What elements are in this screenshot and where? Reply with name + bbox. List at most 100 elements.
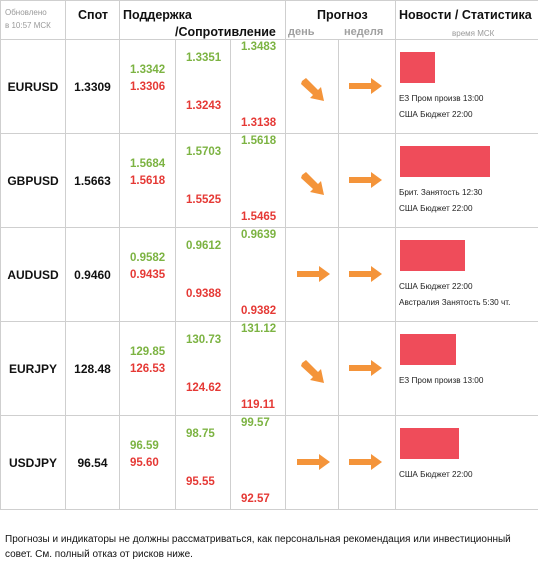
support-level-3: 99.57 [241, 417, 270, 429]
levels-separator [230, 228, 231, 321]
news-cell: Брит. Занятость 12:30 США Бюджет 22:00 [395, 133, 538, 228]
news-item[interactable]: США Бюджет 22:00 [399, 282, 473, 291]
news-cell: ЕЗ Пром произв 13:00 США Бюджет 22:00 [395, 39, 538, 134]
resistance-level-2: 124.62 [186, 382, 222, 394]
updated-time: в 10:57 МСК [5, 21, 51, 30]
resistance-level-2: 1.5525 [186, 194, 222, 206]
spot-value: 1.3309 [74, 80, 111, 94]
resistance-level-3: 1.3138 [241, 117, 277, 129]
arrow-right-icon [349, 77, 383, 100]
arrow-right-icon [349, 453, 383, 476]
support-level-2: 0.9612 [186, 240, 222, 252]
levels-separator [175, 40, 176, 133]
support-level-1: 96.59 [130, 440, 159, 452]
forecast-week-header: неделя [344, 26, 384, 38]
news-cell: США Бюджет 22:00 [395, 415, 538, 510]
levels-cell: 129.85 126.53 130.73 124.62 131.12 119.11 [119, 321, 286, 416]
support-level-2: 98.75 [186, 428, 215, 440]
support-level-3: 131.12 [241, 323, 277, 335]
arrow-down-right-icon [300, 78, 326, 107]
levels-separator [175, 416, 176, 509]
news-item[interactable]: ЕЗ Пром произв 13:00 [399, 94, 484, 103]
support-level-1: 129.85 [130, 346, 166, 358]
pair-name: USDJPY [8, 456, 58, 470]
news-item[interactable]: Брит. Занятость 12:30 [399, 188, 483, 197]
resistance-level-2: 0.9388 [186, 288, 222, 300]
week-forecast-cell [338, 39, 396, 134]
news-item[interactable]: США Бюджет 22:00 [399, 204, 473, 213]
table-row: USDJPY 96.54 96.59 95.60 98.75 95.55 99.57 92.5… [0, 415, 538, 510]
support-level-3: 1.3483 [241, 41, 277, 53]
forecast-table-wrapper: Обновлено в 10:57 МСК Спот Поддержка /Со… [0, 0, 538, 510]
support-level-1: 1.5684 [130, 158, 166, 170]
disclaimer-text: Прогнозы и индикаторы не должны рассматр… [5, 534, 511, 560]
levels-separator [175, 322, 176, 415]
support-level-2: 1.5703 [186, 146, 222, 158]
support-header: Поддержка [123, 8, 192, 22]
day-forecast-cell [285, 39, 339, 134]
news-impact-bar [400, 146, 490, 177]
header-row: Обновлено в 10:57 МСК Спот Поддержка /Со… [0, 0, 538, 40]
table-row: EURUSD 1.3309 1.3342 1.3306 1.3351 1.3243 1.34… [0, 39, 538, 134]
levels-cell: 1.5684 1.5618 1.5703 1.5525 1.5618 1.5465 [119, 133, 286, 228]
arrow-right-icon [297, 453, 331, 476]
spot-cell: 128.48 [65, 321, 120, 416]
levels-separator [230, 322, 231, 415]
support-level-2: 130.73 [186, 334, 222, 346]
day-forecast-cell [285, 133, 339, 228]
pair-cell: EURUSD [0, 39, 66, 134]
spot-value: 128.48 [74, 362, 111, 376]
arrow-right-icon [349, 265, 383, 288]
week-forecast-cell [338, 227, 396, 322]
spot-value: 1.5663 [74, 174, 111, 188]
table-row: GBPUSD 1.5663 1.5684 1.5618 1.5703 1.5525 1.56… [0, 133, 538, 228]
time-note: время МСК [452, 29, 495, 38]
header-news-cell: Новости / Статистика время МСК [395, 0, 538, 40]
spot-header: Спот [78, 8, 109, 22]
levels-separator [175, 134, 176, 227]
resistance-level-1: 95.60 [130, 457, 159, 469]
pair-cell: USDJPY [0, 415, 66, 510]
levels-separator [230, 134, 231, 227]
week-forecast-cell [338, 133, 396, 228]
resistance-level-1: 0.9435 [130, 269, 166, 281]
forecast-header: Прогноз [317, 8, 368, 22]
news-impact-bar [400, 240, 465, 271]
header-updated-cell: Обновлено в 10:57 МСК [0, 0, 66, 40]
pair-cell: EURJPY [0, 321, 66, 416]
spot-value: 0.9460 [74, 268, 111, 282]
pair-cell: AUDUSD [0, 227, 66, 322]
news-item[interactable]: США Бюджет 22:00 [399, 110, 473, 119]
news-impact-bar [400, 428, 459, 459]
pair-name: GBPUSD [7, 174, 59, 188]
support-level-2: 1.3351 [186, 52, 222, 64]
spot-cell: 1.3309 [65, 39, 120, 134]
week-forecast-cell [338, 321, 396, 416]
day-forecast-cell [285, 227, 339, 322]
resistance-level-1: 1.3306 [130, 81, 166, 93]
news-item[interactable]: США Бюджет 22:00 [399, 470, 473, 479]
header-forecast-cell: Прогноз день неделя [285, 0, 396, 40]
levels-cell: 1.3342 1.3306 1.3351 1.3243 1.3483 1.3138 [119, 39, 286, 134]
levels-cell: 0.9582 0.9435 0.9612 0.9388 0.9639 0.9382 [119, 227, 286, 322]
pair-name: AUDUSD [7, 268, 59, 282]
table-row: EURJPY 128.48 129.85 126.53 130.73 124.62 131.… [0, 321, 538, 416]
forecast-day-header: день [288, 26, 315, 38]
news-item[interactable]: ЕЗ Пром произв 13:00 [399, 376, 484, 385]
arrow-down-right-icon [300, 172, 326, 201]
spot-cell: 96.54 [65, 415, 120, 510]
news-cell: США Бюджет 22:00 Австралия Занятость 5:30… [395, 227, 538, 322]
spot-cell: 1.5663 [65, 133, 120, 228]
arrow-right-icon [349, 359, 383, 382]
support-level-3: 1.5618 [241, 135, 277, 147]
pair-name: EURJPY [8, 362, 58, 376]
resistance-level-2: 1.3243 [186, 100, 222, 112]
table-row: AUDUSD 0.9460 0.9582 0.9435 0.9612 0.9388 0.96… [0, 227, 538, 322]
news-impact-bar [400, 334, 456, 365]
levels-cell: 96.59 95.60 98.75 95.55 99.57 92.57 [119, 415, 286, 510]
header-support-cell: Поддержка /Сопротивление [119, 0, 286, 40]
news-item[interactable]: Австралия Занятость 5:30 чт. [399, 298, 511, 307]
resistance-level-1: 126.53 [130, 363, 166, 375]
spot-cell: 0.9460 [65, 227, 120, 322]
resistance-level-1: 1.5618 [130, 175, 166, 187]
